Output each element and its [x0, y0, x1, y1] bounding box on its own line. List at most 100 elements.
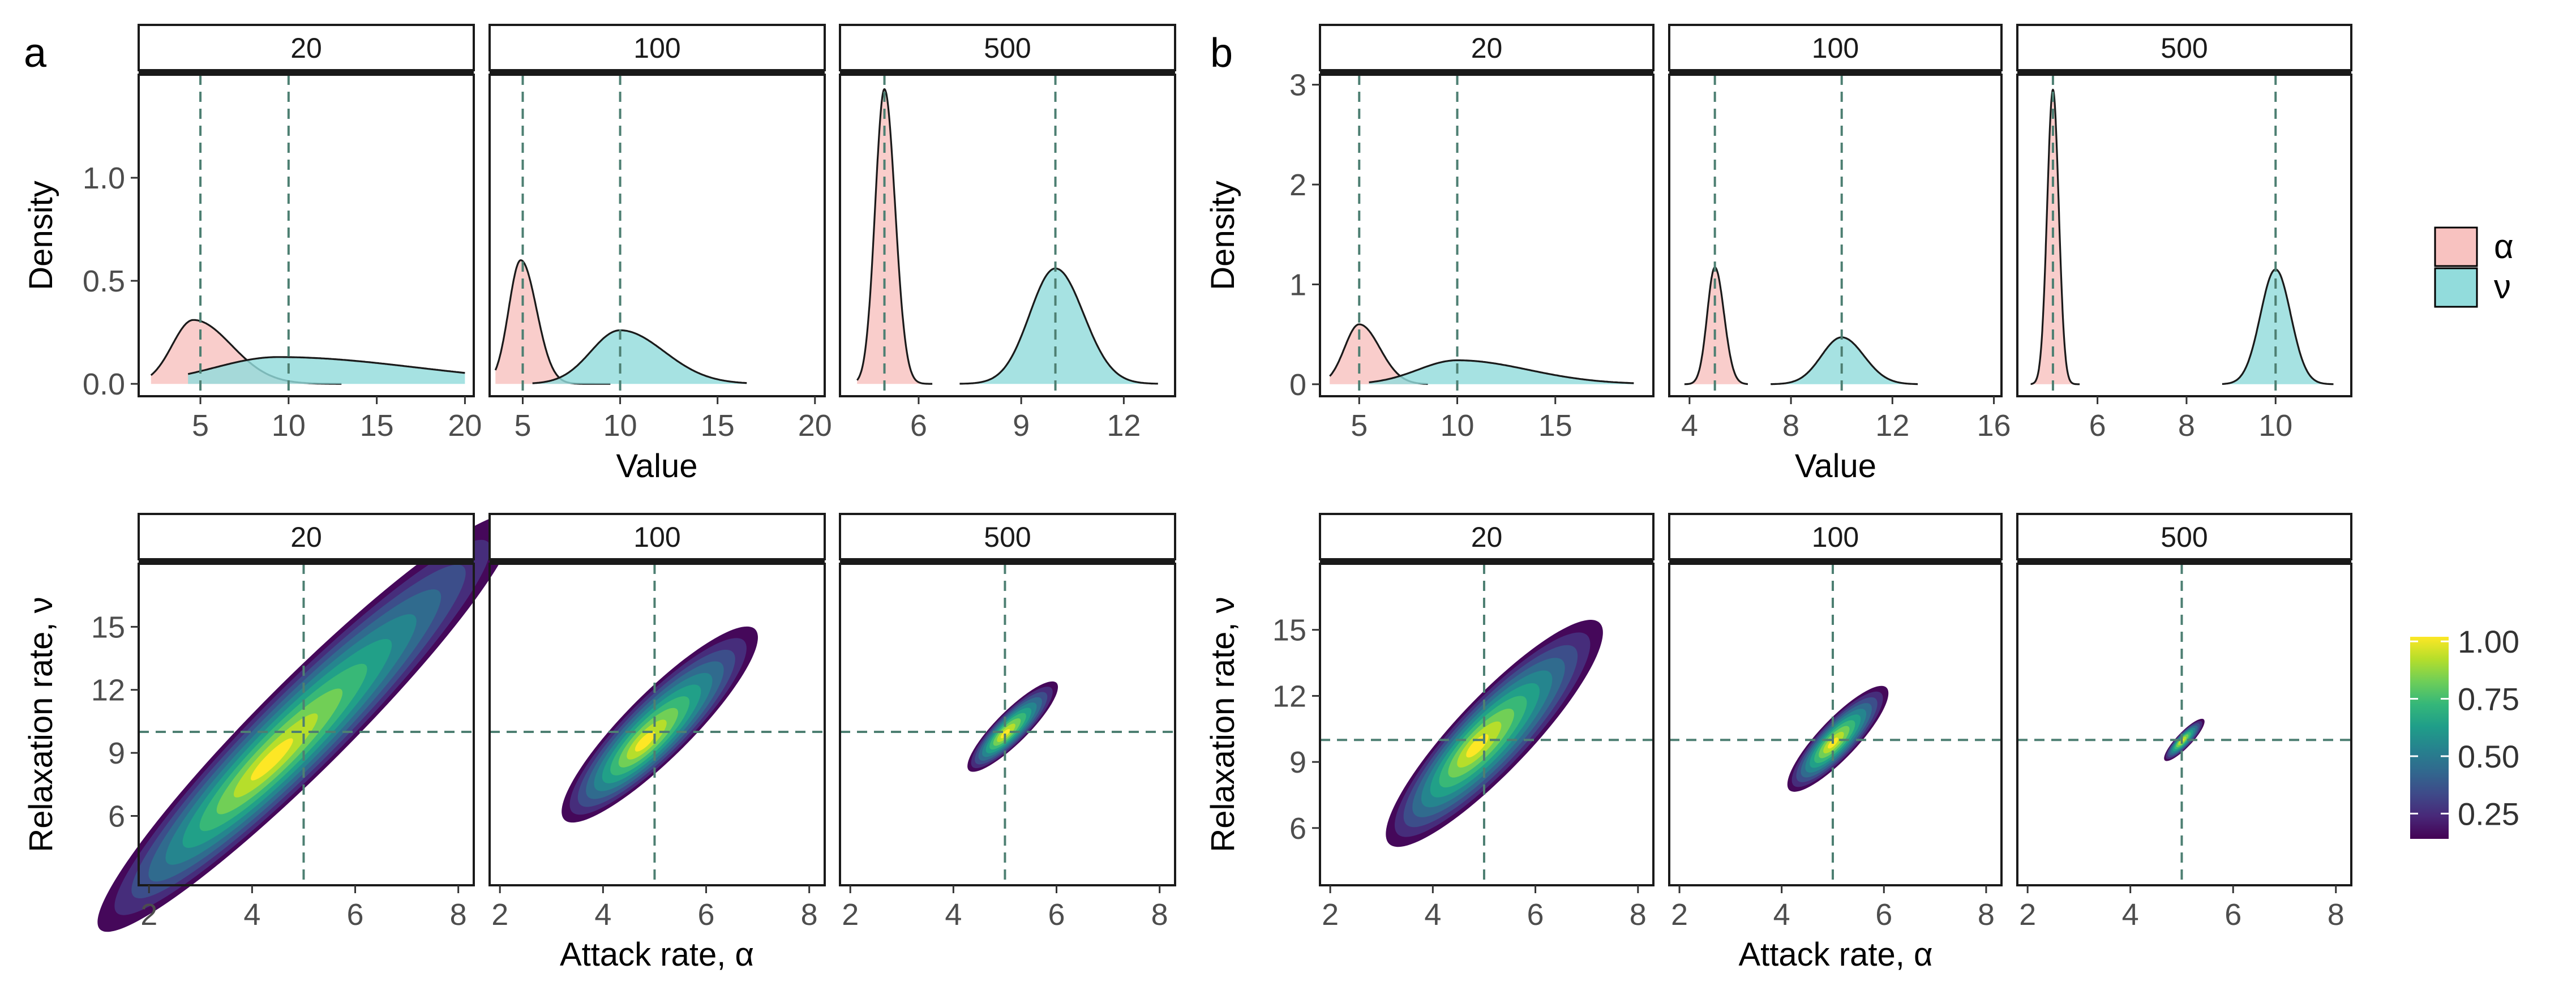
joint-facet-b-20: 2 4 6 8	[1319, 563, 1655, 932]
y-tick-label: 1	[1289, 268, 1306, 302]
density-contour	[635, 731, 655, 752]
x-tick-label: 2	[491, 898, 508, 932]
facet-strip-label: 20	[1471, 521, 1503, 553]
colorbar-tick-label: 0.50	[2458, 739, 2519, 774]
facet-strip-label: 100	[633, 32, 680, 64]
y-tick-label: 0.5	[83, 264, 125, 298]
x-tick-label: 6	[1527, 898, 1544, 932]
y-axis-title: Relaxation rate, ν	[1205, 597, 1241, 852]
x-tick-label: 5	[192, 409, 209, 443]
x-tick-label: 8	[1630, 898, 1647, 932]
facet-strip-rule	[139, 69, 474, 75]
density-area-alpha	[1330, 324, 1428, 384]
legend-key-alpha	[2434, 226, 2478, 267]
x-tick-label: 4	[1424, 898, 1441, 932]
x-tick-label: 2	[1322, 898, 1339, 932]
facet-strip-rule	[2017, 558, 2351, 564]
facet-strip-label: 500	[984, 32, 1031, 64]
density-curve-alpha	[856, 88, 933, 385]
x-tick-label: 6	[1875, 898, 1892, 932]
colorbar: 1.00 0.75 0.50 0.25	[2410, 624, 2519, 839]
x-tick-label: 15	[1538, 409, 1572, 443]
legend-label-nu: ν	[2494, 268, 2511, 306]
facet-strip	[138, 513, 475, 560]
facet-strip-label: 500	[984, 521, 1031, 553]
x-tick-label: 8	[1151, 898, 1168, 932]
x-tick-label: 10	[272, 409, 306, 443]
colorbar-tick-label: 1.00	[2458, 624, 2519, 659]
x-tick-label: 2	[140, 898, 157, 932]
density-contour	[251, 738, 293, 781]
y-tick-label: 9	[1289, 745, 1306, 779]
x-tick-label: 6	[2089, 409, 2106, 443]
facet-strip-label: 20	[290, 32, 322, 64]
facet-strip	[2016, 513, 2352, 560]
density-curve-nu	[1771, 336, 1918, 385]
x-tick-label: 8	[1782, 409, 1799, 443]
x-tick-label: 6	[697, 898, 714, 932]
x-tick-label: 6	[1048, 898, 1065, 932]
x-tick-label: 6	[910, 409, 927, 443]
joint-facet-b-500: 2 4 6 8	[2016, 563, 2352, 932]
y-tick-label: 12	[91, 674, 125, 708]
x-tick-label: 12	[1107, 409, 1141, 443]
x-tick-label: 9	[1013, 409, 1030, 443]
x-tick-label: 8	[2178, 409, 2195, 443]
y-tick-label: 1.0	[83, 161, 125, 195]
density-curve-nu	[1369, 359, 1634, 384]
density-facet-a-500: 6 9 12	[839, 74, 1176, 443]
density-curve-alpha	[2030, 88, 2080, 385]
x-axis-title: Attack rate, α	[560, 936, 754, 973]
density-area-alpha	[1684, 267, 1748, 384]
density-area-nu	[1771, 337, 1918, 384]
y-tick-label: 9	[108, 736, 125, 770]
joint-facet-a-20: 2 4 6 8	[97, 515, 515, 932]
facet-strip	[1668, 24, 2003, 71]
facet-strip-rule	[1320, 69, 1653, 75]
y-tick-label: 15	[91, 610, 125, 644]
facet-strip-rule	[840, 69, 1175, 75]
x-axis-title: Value	[1795, 448, 1876, 485]
density-facet-a-100: 5 10 15 20	[488, 74, 832, 443]
x-tick-label: 5	[1351, 409, 1368, 443]
joint-facet-a-100: 2 4 6 8	[488, 563, 826, 932]
y-tick-label: 12	[1272, 679, 1306, 713]
panel-label-b: b	[1210, 31, 1233, 76]
facet-strip-rule	[1669, 69, 2001, 75]
x-tick-label: 16	[1977, 409, 2011, 443]
x-tick-label: 2	[2019, 898, 2036, 932]
y-axis-title: Relaxation rate, ν	[23, 597, 59, 852]
x-tick-label: 4	[1681, 409, 1698, 443]
facet-strip-rule	[1320, 558, 1653, 564]
density-facet-b-100: 4 8 12 16	[1668, 74, 2011, 443]
y-tick-label: 6	[108, 799, 125, 833]
y-axis-title: Density	[23, 181, 59, 290]
colorbar-tick-label: 0.25	[2458, 796, 2519, 831]
colorbar-gradient	[2410, 637, 2449, 839]
y-tick-label: 2	[1289, 168, 1306, 202]
density-area-nu	[2222, 269, 2334, 384]
x-tick-label: 15	[360, 409, 394, 443]
fill-legend: α ν	[2434, 226, 2514, 308]
density-curve-nu	[959, 267, 1158, 385]
x-tick-label: 10	[1440, 409, 1474, 443]
joint-facet-b-100: 2 4 6 8	[1668, 563, 2003, 932]
x-tick-label: 8	[1978, 898, 1995, 932]
density-curve-nu	[532, 329, 747, 384]
facet-strip	[488, 513, 826, 560]
facet-strip-rule	[490, 69, 825, 75]
x-tick-label: 4	[243, 898, 260, 932]
facet-strip-label: 500	[2161, 32, 2208, 64]
density-facet-a-20: 5 10 15 20	[138, 74, 482, 443]
x-tick-label: 12	[1875, 409, 1909, 443]
facet-strip-label: 100	[633, 521, 680, 553]
panel-label-a: a	[24, 31, 47, 76]
x-tick-label: 6	[346, 898, 363, 932]
y-tick-label: 15	[1272, 614, 1306, 648]
density-area-alpha	[2030, 89, 2080, 384]
density-area-alpha	[151, 320, 342, 384]
x-tick-label: 4	[945, 898, 962, 932]
facet-strip-rule	[139, 558, 474, 564]
